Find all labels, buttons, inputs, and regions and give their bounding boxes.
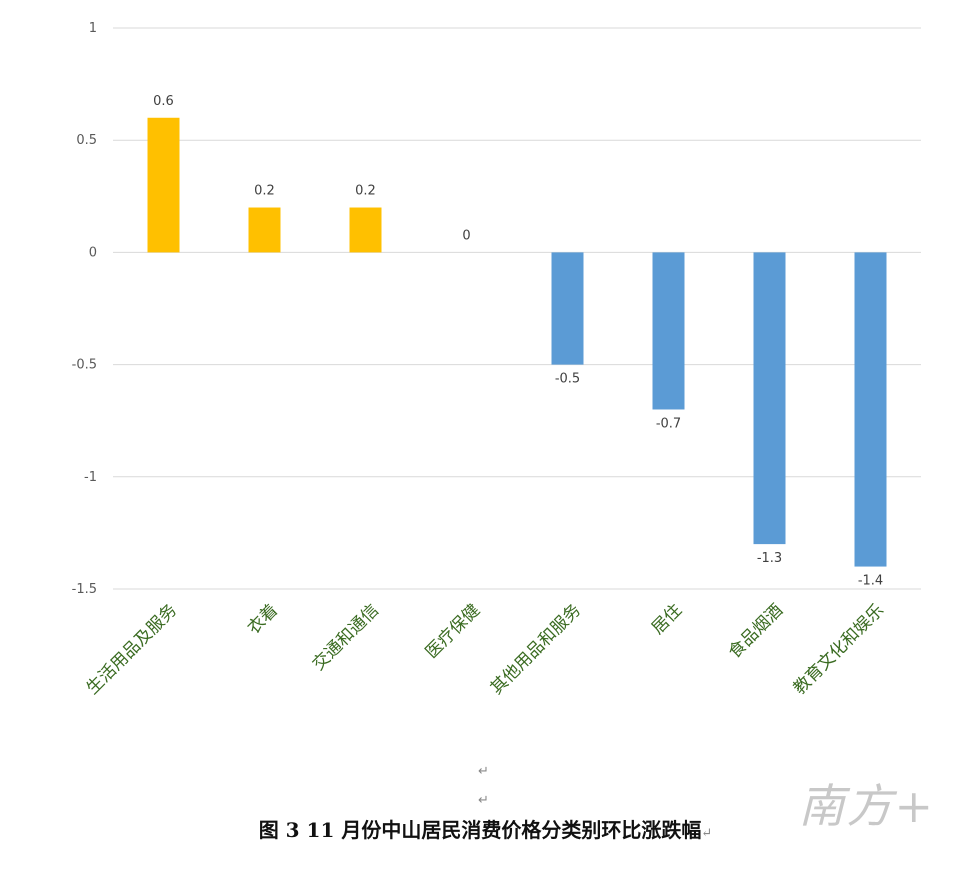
data-label: -1.3: [757, 551, 782, 566]
paragraph-mark: ↵: [478, 793, 489, 808]
bar: [349, 207, 382, 253]
bar: [551, 252, 584, 365]
y-tick-label: -1.5: [72, 582, 97, 597]
data-label: 0.2: [254, 184, 275, 199]
category-label: 教育文化和娱乐: [790, 600, 888, 698]
bar: [248, 207, 281, 253]
watermark-logo: 南方+: [798, 779, 935, 833]
data-label: -0.7: [656, 416, 681, 431]
data-label: 0.6: [153, 94, 174, 109]
paragraph-mark: ↵: [701, 826, 713, 841]
y-tick-label: 1: [89, 21, 97, 36]
y-tick-label: 0.5: [76, 133, 97, 148]
data-label: -1.4: [858, 574, 883, 589]
y-tick-label: 0: [89, 245, 97, 260]
bar: [652, 252, 685, 410]
bar: [147, 117, 180, 253]
category-label: 交通和通信: [309, 600, 383, 674]
category-label: 其他用品和服务: [487, 600, 585, 698]
bar: [854, 252, 887, 567]
category-label: 生活用品及服务: [83, 600, 181, 698]
bar-chart: 1 0.5 0 -0.5 -1 -1.5 0.6 生活用品及服务 0.2 衣着 0.2 交通和通信 0 医…: [72, 21, 921, 699]
figure-caption: 图 3 11 月份中山居民消费价格分类别环比涨跌幅↵: [0, 814, 971, 843]
data-label: 0: [462, 228, 470, 243]
y-tick-label: -0.5: [72, 358, 97, 373]
caption-text: 图 3 11 月份中山居民消费价格分类别环比涨跌幅: [258, 818, 702, 842]
data-label: 0.2: [355, 184, 376, 199]
paragraph-mark: ↵: [478, 764, 489, 779]
category-label: 食品烟酒: [725, 600, 787, 662]
category-label: 医疗保健: [422, 600, 484, 662]
category-label: 居住: [648, 600, 686, 638]
category-label: 衣着: [244, 600, 282, 638]
y-tick-label: -1: [84, 470, 97, 485]
bar: [753, 252, 786, 545]
data-label: -0.5: [555, 372, 580, 387]
